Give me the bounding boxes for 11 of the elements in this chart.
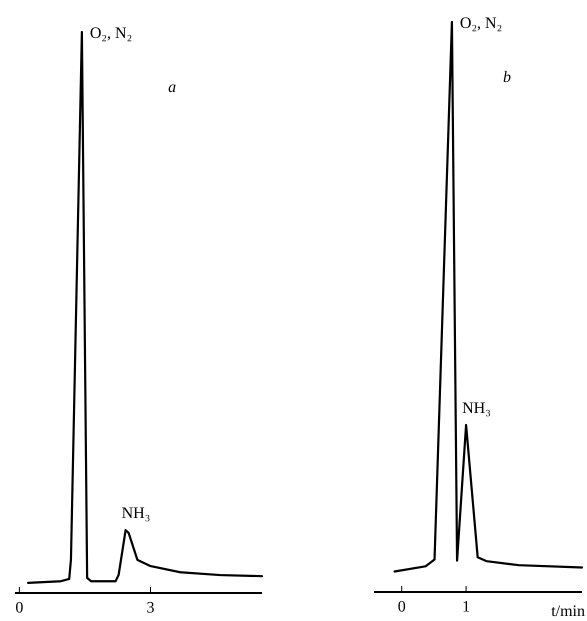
annotation: b [502,69,511,86]
annotation: a [168,79,176,96]
x-tick-label: 0 [15,599,24,616]
x-tick-label: 0 [398,598,406,616]
x-tick-label: 3 [146,599,155,616]
annotation: O₂, N₂ [460,15,502,32]
x-axis-title: t/min [551,603,585,620]
annotation: NH₃ [462,400,491,417]
annotation: O₂, N₂ [90,25,132,42]
x-tick-label: 1 [462,598,470,616]
annotation: NH₃ [122,505,150,522]
